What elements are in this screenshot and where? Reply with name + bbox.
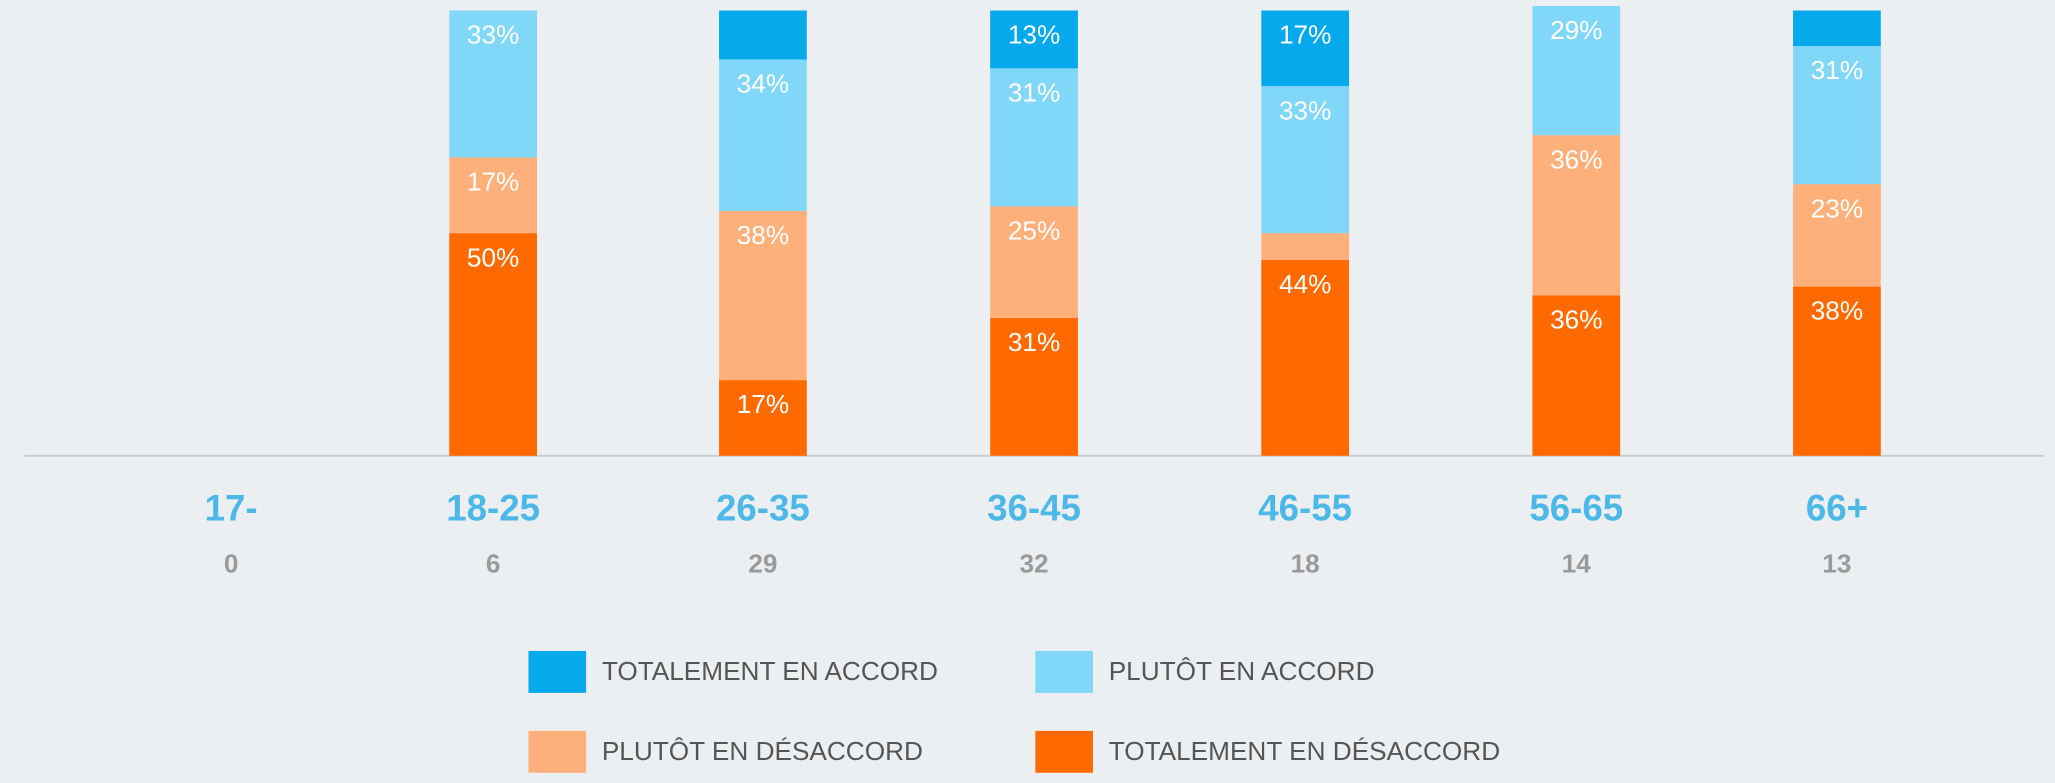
legend-label: PLUTÔT EN ACCORD <box>1109 656 1375 686</box>
legend-swatch <box>528 730 587 773</box>
data-label: 44% <box>1279 269 1331 299</box>
count-label: 13 <box>1822 549 1851 579</box>
bar-segment <box>449 233 537 456</box>
data-label: 31% <box>1008 327 1060 357</box>
bar-segment <box>990 206 1078 318</box>
bar-segment <box>1261 233 1350 260</box>
bar-segment <box>1261 10 1350 87</box>
bar-segment <box>1261 259 1350 456</box>
count-label: 18 <box>1291 549 1320 579</box>
count-label: 14 <box>1562 549 1592 579</box>
bar-segment <box>990 317 1078 456</box>
legend-label: PLUTÔT EN DÉSACCORD <box>602 736 923 766</box>
count-label: 0 <box>224 549 239 579</box>
data-label: 29% <box>1550 15 1602 45</box>
bar-segment <box>1532 6 1621 136</box>
bar-segment <box>719 10 807 60</box>
x-tick-label: 17- <box>205 487 258 528</box>
legend-label: TOTALEMENT EN ACCORD <box>602 656 938 686</box>
bar-segment <box>449 157 537 234</box>
bar-segment <box>1532 135 1621 296</box>
data-label: 38% <box>737 220 789 250</box>
data-label: 17% <box>1279 20 1331 50</box>
legend-swatch <box>1035 650 1093 693</box>
data-label: 34% <box>737 69 789 99</box>
bar-segment <box>719 380 807 456</box>
bar-segment <box>1793 184 1881 287</box>
data-label: 25% <box>1008 216 1060 246</box>
data-label: 36% <box>1550 305 1602 335</box>
count-label: 29 <box>748 549 777 579</box>
bar-segment <box>1793 10 1881 47</box>
data-label: 17% <box>737 389 789 419</box>
data-label: 23% <box>1811 193 1863 223</box>
data-label: 31% <box>1008 77 1060 107</box>
bar-segment <box>719 59 807 211</box>
bar-segment <box>719 210 807 381</box>
x-tick-label: 18-25 <box>446 487 540 528</box>
x-tick-label: 56-65 <box>1529 487 1623 528</box>
bar-segment <box>1793 286 1881 456</box>
bar-segment <box>1532 295 1621 456</box>
data-label: 17% <box>467 167 519 197</box>
bar-segment <box>990 10 1078 69</box>
data-label: 33% <box>1279 95 1331 125</box>
data-label: 31% <box>1811 55 1863 85</box>
data-label: 36% <box>1550 144 1602 174</box>
bar-segment <box>449 10 537 158</box>
data-label: 13% <box>1008 20 1060 50</box>
data-label: 50% <box>467 242 519 272</box>
count-label: 32 <box>1019 549 1048 579</box>
legend-label: TOTALEMENT EN DÉSACCORD <box>1109 736 1500 766</box>
data-label: 38% <box>1811 296 1863 326</box>
x-tick-label: 26-35 <box>716 487 810 528</box>
x-tick-label: 66+ <box>1806 487 1868 528</box>
count-label: 6 <box>486 549 501 579</box>
bar-segment <box>1793 46 1881 185</box>
x-tick-label: 46-55 <box>1258 487 1352 528</box>
x-tick-label: 36-45 <box>987 487 1081 528</box>
bar-segment <box>1261 86 1350 234</box>
legend-swatch <box>528 650 587 693</box>
data-label: 33% <box>467 20 519 50</box>
legend-swatch <box>1035 730 1093 773</box>
bar-segment <box>990 68 1078 207</box>
